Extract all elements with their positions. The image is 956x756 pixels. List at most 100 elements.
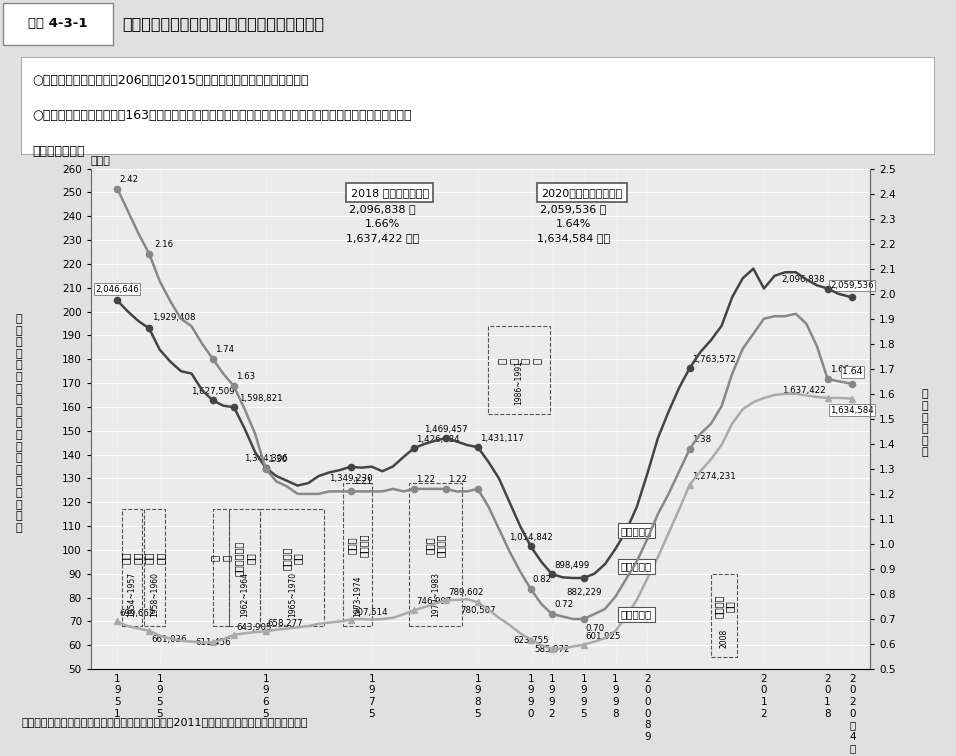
Text: 1
9
5
5: 1 9 5 5 [157, 674, 163, 719]
Text: （万）: （万） [91, 156, 111, 166]
Text: 1.21: 1.21 [353, 477, 372, 486]
Text: 1,426,984: 1,426,984 [416, 435, 460, 444]
Text: 623,755: 623,755 [513, 636, 549, 645]
Text: 661,036: 661,036 [151, 634, 186, 643]
Text: 2,059,536: 2,059,536 [831, 281, 874, 290]
Text: 1.74: 1.74 [215, 345, 234, 354]
Text: 611,456: 611,456 [195, 638, 230, 647]
Text: 第１次
石油危機: 第１次 石油危機 [347, 534, 368, 557]
Bar [228, 510, 260, 626]
Text: 1.64: 1.64 [842, 367, 862, 376]
Text: 601,925: 601,925 [586, 632, 621, 641]
Bar [489, 326, 550, 414]
Text: 1.30: 1.30 [268, 455, 287, 464]
Text: 世界金融
危機: 世界金融 危機 [713, 594, 735, 618]
Text: オリンピック
景気: オリンピック 景気 [233, 541, 255, 576]
Text: 1.38: 1.38 [692, 435, 711, 444]
Text: 資料：被保護者調査（月次調査）（厚生労働省）（2011年度以前の数値は福祉行政報告例）: 資料：被保護者調査（月次調査）（厚生労働省）（2011年度以前の数値は福祉行政報… [21, 717, 308, 727]
Text: 707,514: 707,514 [353, 608, 388, 617]
Text: 2,059,536 人: 2,059,536 人 [540, 204, 606, 215]
Text: 882,229: 882,229 [566, 588, 601, 597]
Text: 1.22: 1.22 [416, 475, 435, 484]
Bar [121, 510, 141, 626]
Text: 2020年４月（速報値）: 2020年４月（速報値） [541, 187, 622, 197]
Text: 1,344,306: 1,344,306 [244, 454, 288, 463]
Text: 保
護
率
（
％
）: 保 護 率 （ ％ ） [922, 389, 927, 457]
Text: 岩戸
景気: 岩戸 景気 [143, 552, 165, 565]
Text: 1,014,842: 1,014,842 [509, 533, 553, 542]
Text: 2,096,838: 2,096,838 [782, 275, 825, 284]
Text: 1954~1957: 1954~1957 [127, 572, 136, 617]
Text: 2
0
0
0
8
9: 2 0 0 0 8 9 [644, 674, 651, 742]
Text: 被
保
護
世
帯
数
（
世
帯
）
・
被
保
護
人
員
（
人
）: 被 保 護 世 帯 数 （ 世 帯 ） ・ 被 保 護 人 員 （ 人 ） [16, 314, 22, 533]
Text: 1973-1974: 1973-1974 [353, 575, 362, 617]
Text: 1,627,509: 1,627,509 [191, 387, 234, 396]
Bar [143, 510, 165, 626]
Text: イザナギ
景気: イザナギ 景気 [281, 547, 303, 570]
Text: 658,277: 658,277 [268, 619, 303, 627]
Text: 被保護人員: 被保護人員 [620, 526, 652, 536]
Text: 1
9
8
5: 1 9 8 5 [474, 674, 481, 719]
Text: 1.66%: 1.66% [364, 218, 400, 228]
Text: 0.70: 0.70 [586, 624, 605, 633]
Text: 被保護世帯: 被保護世帯 [620, 609, 652, 619]
Text: 1,763,572: 1,763,572 [692, 355, 735, 364]
Text: 2.42: 2.42 [120, 175, 139, 184]
Text: 2008: 2008 [720, 628, 728, 648]
Text: 平
成
景
気: 平 成 景 気 [497, 358, 541, 364]
Text: 1
9
7
5: 1 9 7 5 [368, 674, 375, 719]
Text: 1965~1970: 1965~1970 [288, 572, 296, 617]
Text: 1958~1960: 1958~1960 [150, 572, 159, 617]
Text: 1,634,584 世帯: 1,634,584 世帯 [536, 233, 610, 243]
Text: 1
9
9
5: 1 9 9 5 [580, 674, 587, 719]
Text: 図表 4-3-1: 図表 4-3-1 [28, 17, 87, 29]
Bar [260, 510, 324, 626]
Bar [409, 483, 462, 626]
Text: 1,598,821: 1,598,821 [239, 395, 283, 404]
Text: 1.66: 1.66 [830, 365, 849, 373]
Text: 0.82: 0.82 [532, 575, 552, 584]
Text: 2
0
1
2: 2 0 1 2 [761, 674, 768, 719]
Text: 1979~1983: 1979~1983 [431, 572, 440, 617]
Bar [711, 574, 737, 657]
Text: 景
況: 景 況 [210, 555, 231, 562]
Text: 1,929,408: 1,929,408 [152, 313, 196, 322]
Text: 2,046,646: 2,046,646 [96, 285, 140, 293]
Text: 続いている。: 続いている。 [32, 145, 84, 158]
Text: 1986~1991: 1986~1991 [514, 360, 524, 404]
Text: 1,637,422: 1,637,422 [782, 386, 825, 395]
Text: 第２次
石油危機: 第２次 石油危機 [424, 534, 446, 557]
Text: 1.63: 1.63 [236, 372, 255, 381]
Text: 保　護　率: 保 護 率 [620, 562, 652, 572]
Text: 1.22: 1.22 [448, 475, 467, 484]
Text: 神武
景気: 神武 景気 [120, 552, 142, 565]
Text: 898,499: 898,499 [554, 561, 589, 570]
Text: 2.16: 2.16 [155, 240, 174, 249]
Text: 699,662: 699,662 [120, 609, 155, 618]
Text: 780,507: 780,507 [460, 606, 495, 615]
Text: 746,997: 746,997 [416, 597, 451, 606]
Text: 1,349,230: 1,349,230 [329, 474, 372, 482]
Text: 1962~1964: 1962~1964 [240, 572, 249, 617]
Bar [3, 3, 113, 45]
Text: 1,469,457: 1,469,457 [424, 425, 467, 434]
Text: 1
9
6
5: 1 9 6 5 [262, 674, 269, 719]
Text: ○生活保護受給者数は約206万人。2015年３月をピークに減少に転じた。: ○生活保護受給者数は約206万人。2015年３月をピークに減少に転じた。 [32, 74, 309, 88]
Bar [213, 510, 228, 626]
Text: 1,634,584: 1,634,584 [831, 406, 874, 415]
Text: 789,602: 789,602 [448, 588, 484, 596]
Text: 1,431,117: 1,431,117 [480, 434, 524, 443]
Text: 1
9
9
0: 1 9 9 0 [528, 674, 534, 719]
Text: 0.72: 0.72 [554, 600, 574, 609]
Text: 1
9
9
2: 1 9 9 2 [549, 674, 555, 719]
Text: 2,096,838 人: 2,096,838 人 [349, 204, 416, 215]
Text: ○生活保護受給世帯数は約163万世帯。高齢者世帯が増加している一方、高齢者世帯以外の世帯は減少傾向が: ○生活保護受給世帯数は約163万世帯。高齢者世帯が増加している一方、高齢者世帯以… [32, 109, 411, 122]
Text: 2
0
2
0
年
4
月: 2 0 2 0 年 4 月 [849, 674, 856, 754]
Text: 585,972: 585,972 [534, 645, 570, 653]
Text: 1,637,422 世帯: 1,637,422 世帯 [346, 233, 419, 243]
Text: 1
9
5
1: 1 9 5 1 [114, 674, 120, 719]
Text: 1
9
9
8: 1 9 9 8 [612, 674, 619, 719]
Text: 643,905: 643,905 [236, 623, 272, 632]
Text: 2018 年度（確報値）: 2018 年度（確報値） [351, 187, 428, 197]
Bar [343, 483, 372, 626]
